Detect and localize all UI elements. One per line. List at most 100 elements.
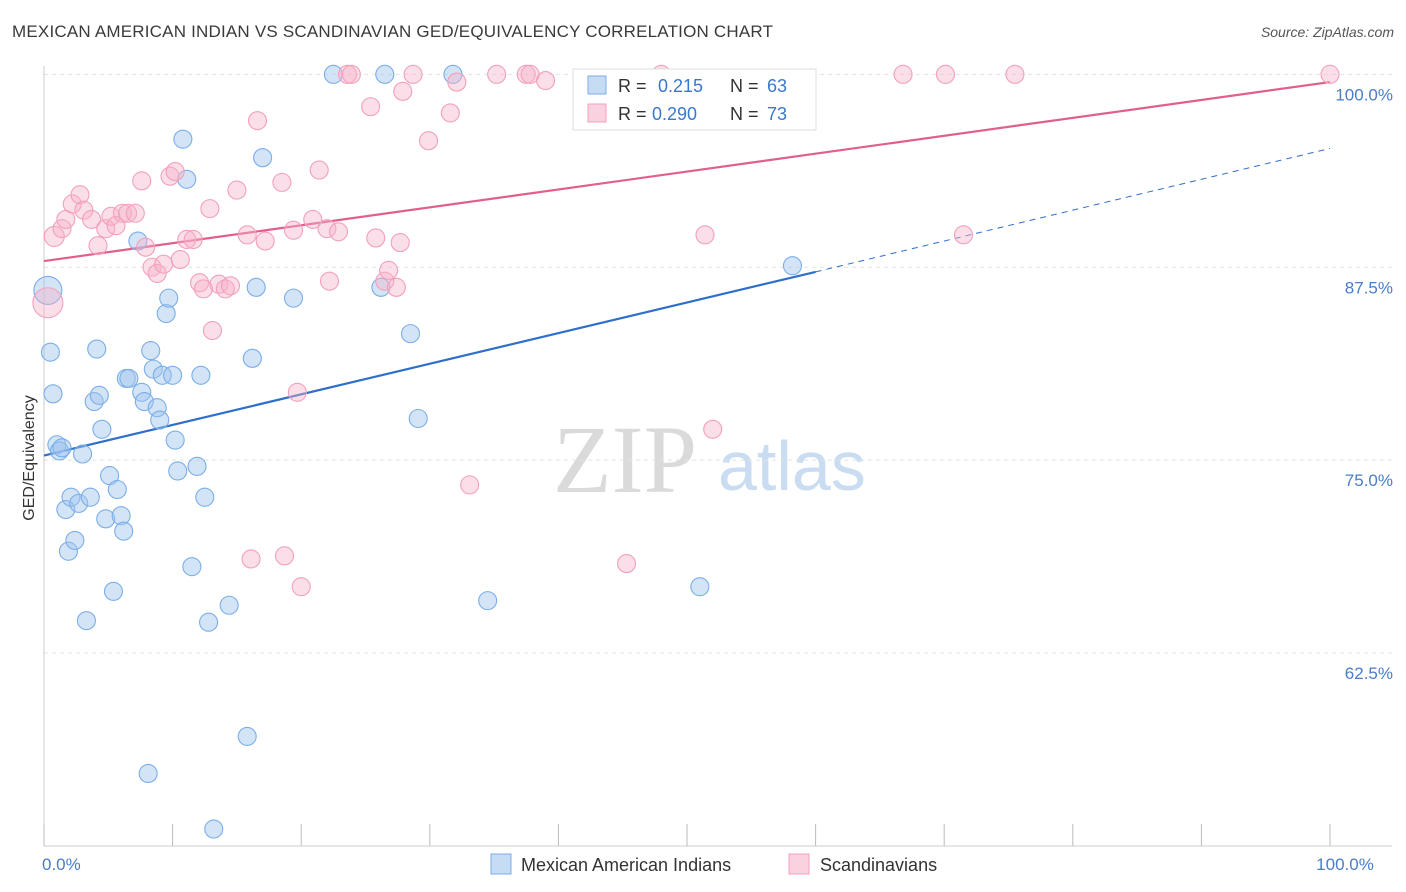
point-mexican-american-indian [191,365,211,385]
point-scandinavian [165,162,185,182]
legend-n-label-1: N = [730,76,759,96]
legend-n-label-2: N = [730,104,759,124]
point-mexican-american-indian [199,612,219,632]
point-scandinavian [460,475,480,495]
point-mexican-american-indian [253,148,273,168]
point-scandinavian [193,279,214,299]
point-scandinavian [390,233,410,253]
point-mexican-american-indian [76,611,96,631]
y-tick-label: 87.5% [1345,278,1393,297]
bottom-legend-label-mexican: Mexican American Indians [521,855,731,875]
point-mexican-american-indian [242,348,262,368]
x-tick-label: 0.0% [42,855,81,874]
point-scandinavian [272,172,292,192]
y-axis-label: GED/Equivalency [21,395,38,520]
point-scandinavian [319,271,340,291]
point-scandinavian [170,249,190,270]
point-scandinavian [255,231,275,251]
point-scandinavian [88,236,108,256]
point-scandinavian [366,228,386,248]
point-scandinavian [1005,64,1025,84]
point-scandinavian [52,219,72,239]
point-mexican-american-indian [84,391,104,412]
x-tick-label: 100.0% [1316,855,1374,874]
point-mexican-american-indian [159,288,179,308]
point-mexican-american-indian [478,591,498,611]
watermark: ZIP atlas [553,406,866,513]
point-scandinavian [1320,64,1340,84]
point-scandinavian [202,320,223,341]
point-mexican-american-indian [147,398,167,418]
axes: 100.0% 87.5% 75.0% 62.5% 0.0% 100.0% [42,66,1393,874]
point-scandinavian [447,72,467,92]
point-scandinavian [935,64,956,84]
trend-line-scandinavian [43,80,1331,263]
point-scandinavian [893,64,913,84]
point-scandinavian [317,219,337,239]
trend-line-mexican [43,270,816,457]
point-scandinavian [375,271,395,291]
legend-n-value-1: 63 [767,76,787,96]
point-mexican-american-indian [87,339,107,359]
point-scandinavian [136,237,156,257]
point-mexican-american-indian [92,419,112,439]
point-mexican-american-indian [177,169,197,189]
point-scandinavian [227,180,247,200]
point-scandinavian [695,225,715,245]
point-scandinavian [287,382,307,402]
point-scandinavian [32,287,64,319]
point-scandinavian [118,203,138,223]
trend-line-extension [815,147,1331,273]
y-tick-label: 75.0% [1345,471,1393,490]
legend-r-value-2: 0.290 [652,104,697,124]
point-mexican-american-indian [119,368,139,388]
point-scandinavian [220,276,241,296]
data-points [32,64,1340,839]
point-mexican-american-indian [204,819,224,839]
point-scandinavian [953,225,974,245]
point-mexican-american-indian [96,509,116,529]
point-mexican-american-indian [195,487,215,507]
point-scandinavian [386,277,406,297]
point-mexican-american-indian [165,430,185,450]
point-scandinavian [241,549,261,569]
point-mexican-american-indian [237,726,257,746]
point-mexican-american-indian [187,456,207,476]
point-mexican-american-indian [141,341,161,361]
point-scandinavian [177,229,197,250]
point-scandinavian [309,160,329,180]
stats-legend: R = 0.215 N = 63 R = 0.290 N = 73 [572,68,817,131]
point-scandinavian [183,229,203,250]
point-scandinavian [341,64,361,84]
point-scandinavian [200,199,220,219]
point-mexican-american-indian [173,129,193,149]
point-scandinavian [147,263,167,283]
bottom-legend-swatch-mexican [490,853,512,875]
watermark-zip: ZIP [553,406,697,513]
point-mexican-american-indian [58,541,78,561]
point-scandinavian [142,257,162,277]
point-scandinavian [283,220,304,240]
point-mexican-american-indian [150,410,170,430]
bottom-legend-label-scandinavian: Scandinavians [820,855,937,875]
point-scandinavian [132,171,152,191]
point-scandinavian [617,554,637,574]
legend-r-value-1: 0.215 [658,76,703,96]
point-scandinavian [487,64,507,84]
point-mexican-american-indian [114,521,134,541]
point-mexican-american-indian [40,342,60,362]
point-mexican-american-indian [375,64,395,84]
point-mexican-american-indian [52,438,72,458]
point-scandinavian [106,216,126,236]
point-mexican-american-indian [103,581,123,601]
point-mexican-american-indian [219,595,239,615]
legend-swatch-scandinavian [587,103,607,123]
point-scandinavian [43,225,65,247]
point-scandinavian [215,279,235,299]
point-mexican-american-indian [89,385,109,405]
legend-n-value-2: 73 [767,104,787,124]
point-scandinavian [303,209,323,229]
point-mexican-american-indian [43,384,63,404]
point-mexican-american-indian [246,277,266,297]
